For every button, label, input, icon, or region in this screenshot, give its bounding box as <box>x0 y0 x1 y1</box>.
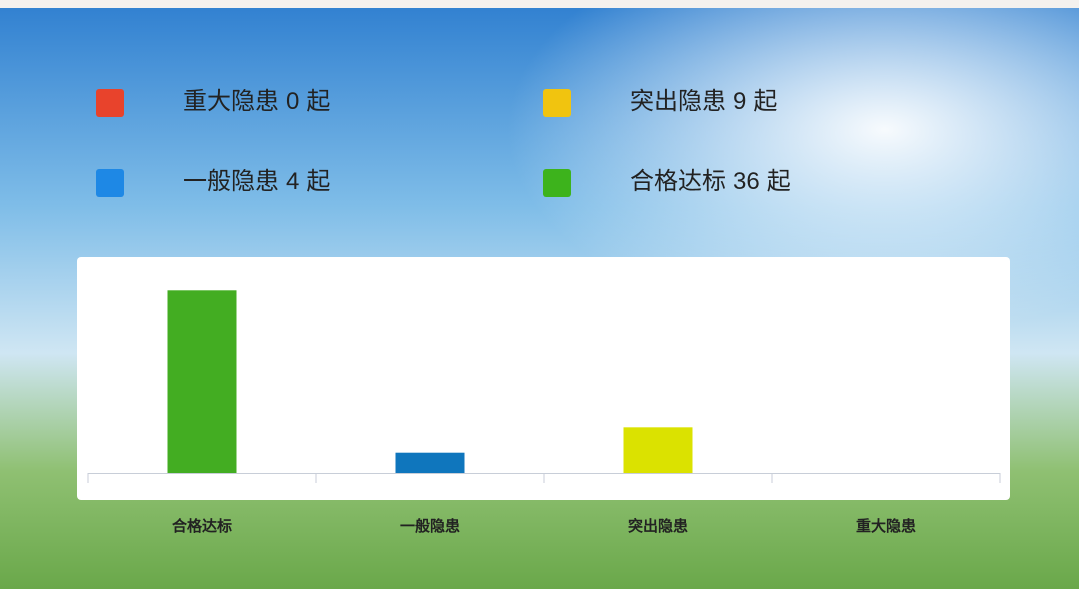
legend-text: 突出隐患 9 起 <box>630 88 777 115</box>
legend-text: 合格达标 36 起 <box>630 168 791 195</box>
x-tick-label: 一般隐患 <box>400 517 460 535</box>
x-tick-label: 合格达标 <box>171 517 232 535</box>
legend-label: 合格达标 <box>630 168 726 195</box>
legend-label: 重大隐患 <box>183 88 279 115</box>
bar <box>167 290 237 473</box>
bar <box>395 452 465 473</box>
legend-unit: 起 <box>767 168 791 195</box>
legend-value: 9 <box>733 88 746 115</box>
plot: 合格达标 一般隐患 突出隐患 重大隐患 <box>87 290 1001 535</box>
legend-unit: 起 <box>306 168 330 195</box>
legend: 重大隐患 0 起突出隐患 9 起一般隐患 4 起合格达标 36 起 <box>96 88 791 197</box>
legend-text: 重大隐患 0 起 <box>183 88 330 115</box>
legend-swatch <box>96 169 124 197</box>
legend-unit: 起 <box>753 88 777 115</box>
legend-value: 36 <box>733 168 760 195</box>
chart-panel <box>77 257 1010 500</box>
legend-label: 一般隐患 <box>183 168 279 195</box>
legend-label: 突出隐患 <box>630 88 726 115</box>
legend-swatch <box>543 169 571 197</box>
legend-unit: 起 <box>306 88 330 115</box>
legend-value: 4 <box>286 168 299 195</box>
legend-swatch <box>96 89 124 117</box>
legend-swatch <box>543 89 571 117</box>
bar <box>623 427 693 473</box>
legend-text: 一般隐患 4 起 <box>183 168 330 195</box>
x-tick-label: 突出隐患 <box>628 517 688 535</box>
top-strip <box>0 0 1079 8</box>
legend-value: 0 <box>286 88 299 115</box>
x-tick-label: 重大隐患 <box>856 517 916 535</box>
